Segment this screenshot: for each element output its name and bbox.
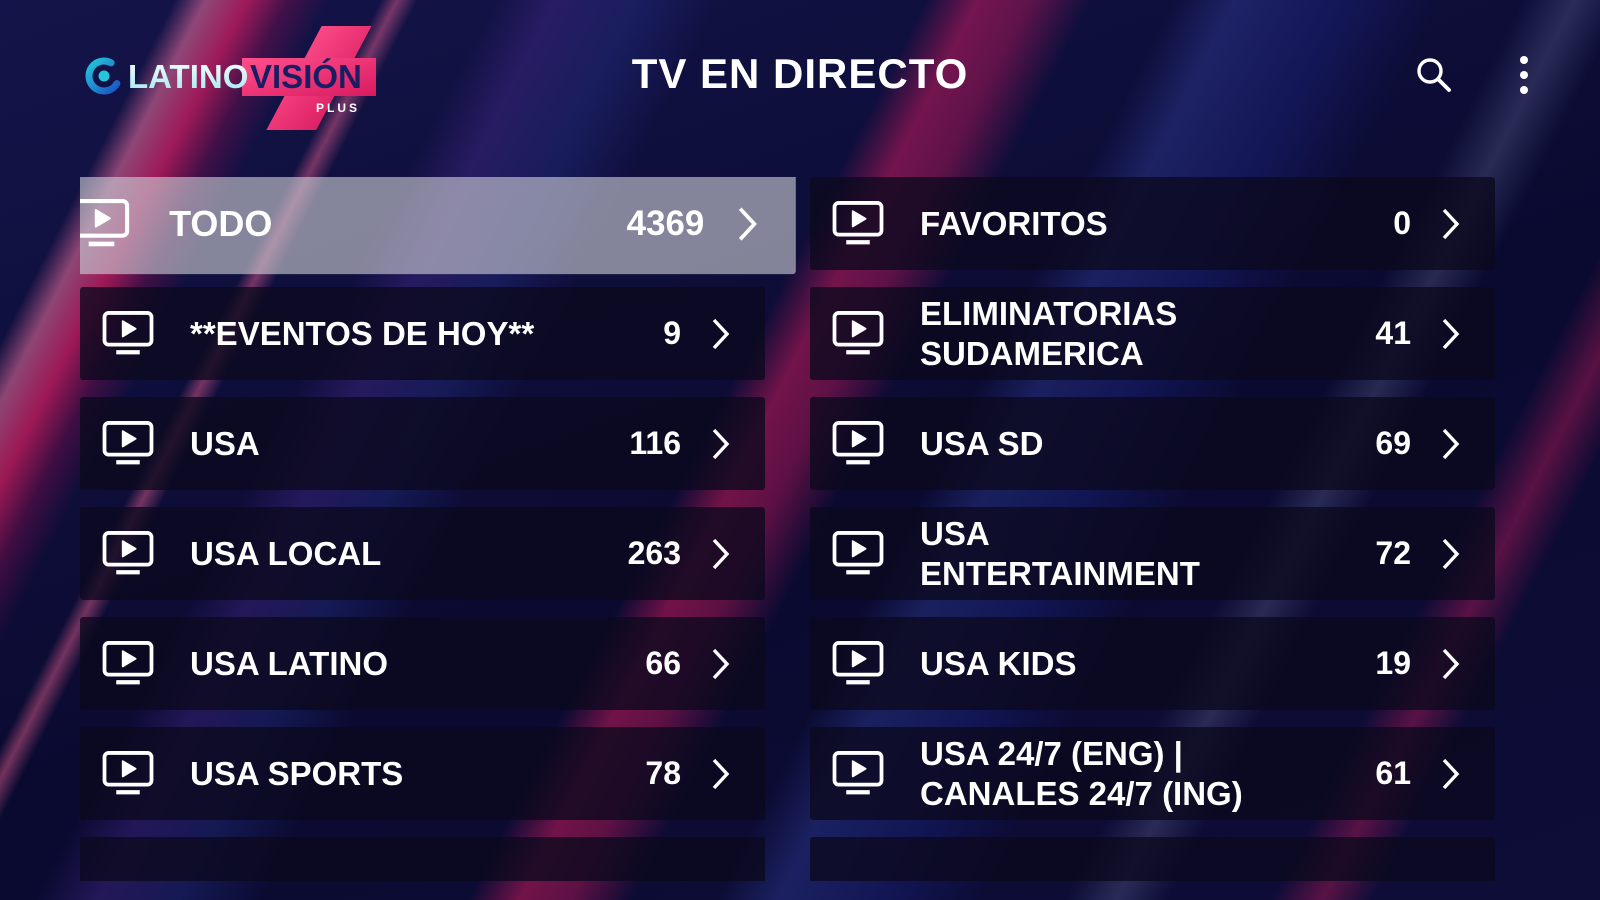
eye-icon	[85, 57, 123, 95]
chevron-right-icon	[1441, 317, 1461, 351]
chevron-right-icon	[711, 317, 731, 351]
live-tv-icon	[832, 310, 884, 357]
category-label: USA ENTERTAINMENT	[920, 514, 1200, 592]
live-tv-icon	[832, 530, 884, 577]
chevron-right-icon	[1441, 757, 1461, 791]
category-count: 263	[627, 535, 681, 571]
category-item-partial[interactable]	[810, 837, 1495, 881]
category-count: 116	[629, 425, 681, 461]
category-label: USA KIDS	[920, 644, 1077, 682]
chevron-right-icon	[1441, 207, 1461, 241]
category-count: 69	[1375, 425, 1411, 461]
category-item-eventos-de-hoy[interactable]: **EVENTOS DE HOY** 9	[80, 287, 765, 380]
live-tv-icon	[832, 200, 884, 247]
category-column-right: FAVORITOS 0 ELIMINATORIAS SUDAMERICA 41 …	[810, 177, 1495, 881]
live-tv-icon	[832, 640, 884, 687]
category-count: 9	[663, 315, 681, 351]
category-label: TODO	[169, 203, 273, 244]
category-label: USA SPORTS	[190, 754, 404, 792]
chevron-right-icon	[1441, 537, 1461, 571]
live-tv-icon	[832, 420, 884, 467]
category-label: USA LATINO	[190, 644, 388, 682]
live-tv-icon	[832, 750, 884, 797]
live-tv-icon	[102, 750, 154, 797]
category-count: 61	[1375, 755, 1411, 791]
header-actions	[1414, 54, 1534, 96]
category-item-todo[interactable]: TODO 4369	[80, 177, 796, 275]
logo-plus-ribbon	[242, 26, 382, 130]
category-label: ELIMINATORIAS SUDAMERICA	[920, 294, 1178, 372]
chevron-right-icon	[711, 647, 731, 681]
category-label: USA SD	[920, 424, 1044, 462]
live-tv-icon	[80, 198, 130, 249]
live-tv-icon	[102, 310, 154, 357]
header: LATINO VISIÓN PLUS TV EN DIRECTO	[0, 0, 1600, 155]
category-label: **EVENTOS DE HOY**	[190, 314, 535, 352]
logo-text-plus: PLUS	[316, 101, 360, 115]
category-item-favoritos[interactable]: FAVORITOS 0	[810, 177, 1495, 270]
category-count: 0	[1393, 205, 1411, 241]
search-icon[interactable]	[1414, 55, 1454, 95]
category-item-eliminatorias-sudamerica[interactable]: ELIMINATORIAS SUDAMERICA 41	[810, 287, 1495, 380]
category-item-usa-kids[interactable]: USA KIDS 19	[810, 617, 1495, 710]
category-lists: TODO 4369 **EVENTOS DE HOY** 9 USA 116 U…	[80, 177, 1495, 881]
menu-dot	[1520, 71, 1528, 79]
category-item-usa-sd[interactable]: USA SD 69	[810, 397, 1495, 490]
category-item-usa-latino[interactable]: USA LATINO 66	[80, 617, 765, 710]
chevron-right-icon	[737, 205, 759, 242]
category-label: USA LOCAL	[190, 534, 382, 572]
category-count: 78	[645, 755, 681, 791]
category-item-usa[interactable]: USA 116	[80, 397, 765, 490]
chevron-right-icon	[711, 427, 731, 461]
category-count: 19	[1375, 645, 1411, 681]
category-item-usa-local[interactable]: USA LOCAL 263	[80, 507, 765, 600]
chevron-right-icon	[711, 537, 731, 571]
category-item-usa-sports[interactable]: USA SPORTS 78	[80, 727, 765, 820]
category-item-partial[interactable]	[80, 837, 765, 881]
category-count: 72	[1375, 535, 1411, 571]
category-label: USA 24/7 (ENG) | CANALES 24/7 (ING)	[920, 734, 1243, 812]
category-label: USA	[190, 424, 260, 462]
chevron-right-icon	[1441, 427, 1461, 461]
chevron-right-icon	[711, 757, 731, 791]
live-tv-icon	[102, 530, 154, 577]
category-count: 41	[1375, 315, 1411, 351]
menu-dot	[1520, 56, 1528, 64]
category-item-usa-entertainment[interactable]: USA ENTERTAINMENT 72	[810, 507, 1495, 600]
category-item-usa-247[interactable]: USA 24/7 (ENG) | CANALES 24/7 (ING) 61	[810, 727, 1495, 820]
live-tv-icon	[102, 640, 154, 687]
more-vert-icon[interactable]	[1514, 54, 1534, 96]
category-label: FAVORITOS	[920, 204, 1108, 242]
chevron-right-icon	[1441, 647, 1461, 681]
latinovision-logo: LATINO VISIÓN PLUS	[85, 26, 382, 130]
category-count: 66	[645, 645, 681, 681]
menu-dot	[1520, 86, 1528, 94]
logo-text-vision: VISIÓN	[250, 58, 362, 95]
category-count: 4369	[626, 203, 705, 243]
logo-text-latino: LATINO	[128, 58, 248, 95]
page-title: TV EN DIRECTO	[631, 50, 969, 97]
category-column-left: TODO 4369 **EVENTOS DE HOY** 9 USA 116 U…	[80, 177, 796, 881]
live-tv-icon	[102, 420, 154, 467]
